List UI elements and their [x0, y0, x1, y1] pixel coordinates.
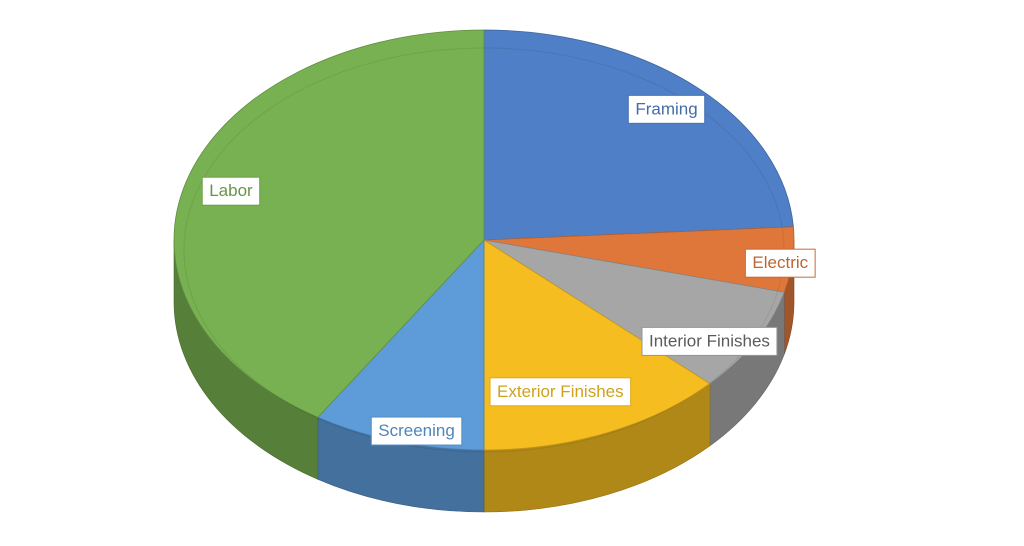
pie-label-framing: Framing: [627, 94, 706, 124]
pie-label-box: [489, 377, 632, 407]
pie-label-text: Interior Finishes: [649, 331, 770, 350]
pie-top-faces: [173, 29, 795, 453]
pie-label-text: Screening: [378, 421, 455, 440]
pie-slice-labor: [173, 29, 485, 418]
pie-label-text: Framing: [635, 99, 697, 118]
pie-label-box: [641, 326, 778, 356]
pie-label-text: Labor: [209, 181, 253, 200]
pie-label-text: Electric: [752, 253, 808, 272]
pie-labels: Framing Electric Interior Finishes Exterior…: [201, 94, 816, 446]
pie-label-box: [627, 94, 706, 124]
pie-slice-framing: [483, 29, 794, 241]
pie-label-electric: Electric: [744, 248, 816, 278]
pie-label-text: Exterior Finishes: [497, 382, 624, 401]
pie-label-interior-finishes: Interior Finishes: [641, 326, 778, 356]
pie-label-box: [370, 416, 463, 446]
pie-label-exterior-finishes: Exterior Finishes: [489, 377, 632, 407]
pie-label-labor: Labor: [201, 176, 261, 206]
pie-label-screening: Screening: [370, 416, 463, 446]
pie-label-box: [744, 248, 816, 278]
pie-label-box: [201, 176, 261, 206]
